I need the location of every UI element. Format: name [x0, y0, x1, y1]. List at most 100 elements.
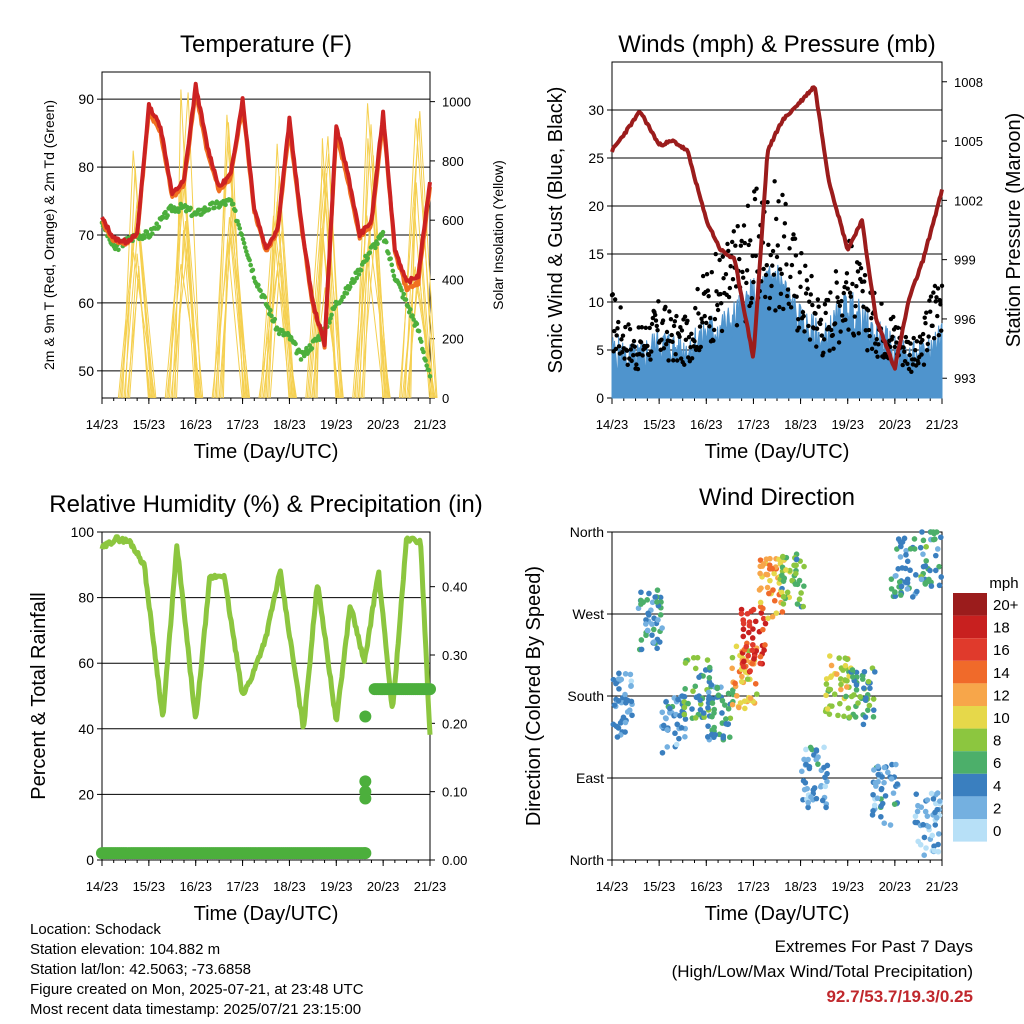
gust-point	[663, 304, 668, 310]
direction-point	[915, 838, 921, 845]
direction-point	[771, 597, 778, 604]
gust-point	[773, 308, 778, 313]
gust-point	[666, 358, 671, 363]
dewpoint-point	[230, 201, 236, 207]
gust-point	[751, 279, 756, 285]
direction-point	[801, 786, 808, 793]
direction-point	[923, 558, 930, 564]
direction-point	[664, 727, 671, 733]
gust-point	[792, 236, 798, 241]
gust-point	[693, 305, 698, 311]
x-tick-label: 18/23	[784, 879, 817, 894]
dewpoint-point	[237, 226, 243, 231]
gust-point	[668, 317, 674, 322]
chart-title: Relative Humidity (%) & Precipitation (i…	[49, 491, 482, 518]
gust-point	[814, 326, 820, 331]
gust-point	[704, 271, 710, 277]
gust-point	[730, 277, 736, 282]
gust-point	[719, 301, 724, 306]
gust-point	[875, 354, 880, 359]
y-right-tick-label: 400	[442, 272, 464, 287]
gust-point	[848, 294, 854, 299]
gust-point	[818, 321, 823, 327]
dewpoint-point	[268, 307, 273, 313]
direction-point	[754, 691, 760, 697]
direction-point	[801, 563, 807, 570]
gust-point	[815, 297, 821, 302]
direction-point	[881, 779, 887, 786]
dewpoint-point	[365, 255, 370, 261]
direction-point	[732, 680, 738, 687]
gust-point	[791, 232, 796, 237]
gust-point	[923, 320, 928, 326]
dewpoint-point	[269, 313, 274, 319]
direction-point	[911, 536, 918, 542]
direction-point	[638, 589, 644, 596]
gust-point	[698, 344, 703, 350]
x-tick-label: 21/23	[414, 417, 447, 432]
gust-point	[807, 299, 812, 304]
y-tick-label: 10	[588, 294, 604, 310]
direction-point	[624, 709, 631, 715]
direction-point	[813, 795, 820, 802]
gust-point	[916, 360, 921, 366]
gust-point	[855, 269, 861, 274]
gust-point	[920, 337, 925, 343]
gust-point	[683, 337, 689, 342]
gust-point	[696, 311, 701, 316]
direction-point	[738, 606, 745, 613]
gust-point	[840, 313, 845, 318]
gust-point	[713, 251, 718, 257]
direction-point	[826, 711, 833, 717]
gust-point	[832, 321, 838, 326]
gust-point	[907, 352, 912, 358]
gust-point	[674, 313, 679, 319]
gust-point	[891, 314, 896, 320]
gust-point	[741, 223, 747, 228]
y-right-tick-label: 1005	[954, 134, 983, 149]
y-tick-label: North	[570, 852, 604, 868]
direction-point	[719, 697, 726, 704]
direction-point	[738, 610, 745, 617]
gust-point	[843, 280, 849, 285]
station-info: Location: Schodack Station elevation: 10…	[30, 920, 364, 1020]
x-tick-label: 20/23	[367, 417, 400, 432]
gust-point	[723, 271, 729, 277]
direction-point	[747, 695, 754, 701]
legend-swatch	[953, 706, 987, 729]
dewpoint-point	[272, 316, 278, 322]
x-tick-label: 15/23	[133, 417, 166, 432]
y-right-tick-label: 800	[442, 154, 464, 169]
dewpoint-point	[142, 235, 147, 240]
y-tick-label: 40	[78, 721, 94, 737]
gust-point	[771, 272, 777, 277]
direction-point	[725, 690, 732, 697]
x-tick-label: 19/23	[831, 879, 864, 894]
direction-point	[654, 587, 661, 593]
gust-point	[711, 327, 717, 333]
gust-point	[746, 242, 751, 248]
direction-point	[752, 618, 759, 625]
dewpoint-point	[228, 198, 234, 203]
direction-point	[838, 686, 844, 693]
y-right-tick-label: 0	[442, 391, 449, 406]
dewpoint-point	[327, 320, 332, 325]
gust-point	[796, 325, 802, 330]
gust-point	[805, 286, 810, 291]
direction-point	[844, 656, 850, 663]
y-axis-label: Direction (Colored By Speed)	[523, 566, 545, 826]
y-tick-label: 60	[78, 655, 94, 671]
dewpoint-point	[236, 222, 241, 228]
direction-point	[932, 536, 938, 542]
direction-point	[760, 605, 766, 612]
direction-point	[871, 669, 878, 675]
gust-point	[646, 352, 652, 358]
gust-point	[622, 356, 627, 361]
gust-point	[610, 292, 615, 297]
created-text: Figure created on Mon, 2025-07-21, at 23…	[30, 981, 364, 998]
direction-point	[692, 665, 699, 672]
dewpoint-point	[223, 202, 228, 208]
extremes-values: 92.7/53.7/19.3/0.25	[826, 987, 973, 1006]
gust-point	[711, 338, 716, 343]
direction-point	[649, 632, 655, 638]
